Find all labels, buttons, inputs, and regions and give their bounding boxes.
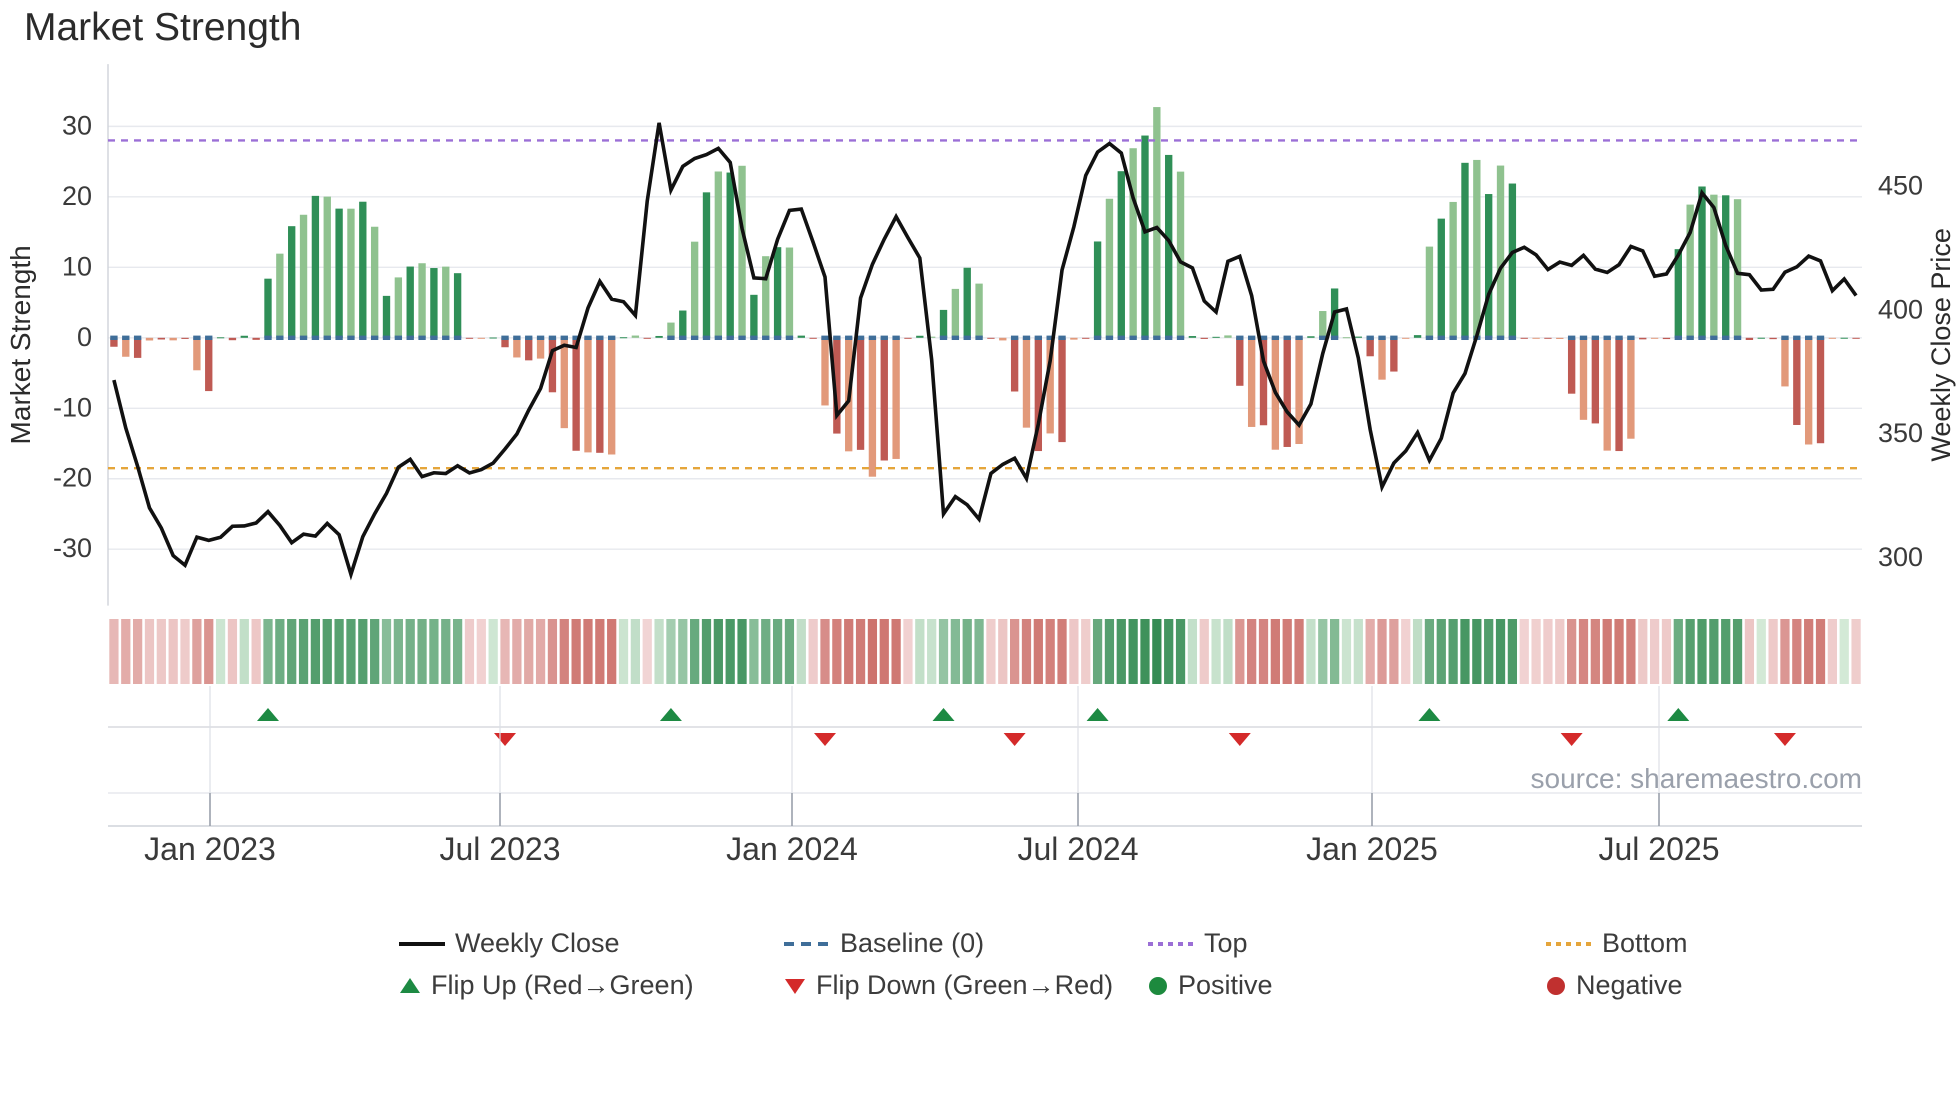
svg-text:-30: -30 — [53, 533, 92, 563]
svg-text:Market Strength: Market Strength — [5, 245, 36, 444]
svg-text:-20: -20 — [53, 463, 92, 493]
svg-text:10: 10 — [62, 251, 92, 281]
svg-text:450: 450 — [1878, 171, 1923, 201]
svg-text:source: sharemaestro.com: source: sharemaestro.com — [1531, 763, 1862, 794]
svg-text:Weekly Close Price: Weekly Close Price — [1926, 228, 1956, 462]
svg-text:20: 20 — [62, 181, 92, 211]
svg-text:Jan 2025: Jan 2025 — [1306, 831, 1438, 867]
svg-text:Jan 2024: Jan 2024 — [726, 831, 858, 867]
svg-text:300: 300 — [1878, 542, 1923, 572]
svg-text:Jul 2023: Jul 2023 — [440, 831, 561, 867]
svg-text:30: 30 — [62, 110, 92, 140]
svg-text:Jul 2024: Jul 2024 — [1018, 831, 1139, 867]
svg-text:0: 0 — [77, 322, 92, 352]
svg-text:400: 400 — [1878, 294, 1923, 324]
svg-text:-10: -10 — [53, 392, 92, 422]
svg-text:Jan 2023: Jan 2023 — [144, 831, 276, 867]
svg-text:350: 350 — [1878, 418, 1923, 448]
svg-text:Jul 2025: Jul 2025 — [1599, 831, 1720, 867]
